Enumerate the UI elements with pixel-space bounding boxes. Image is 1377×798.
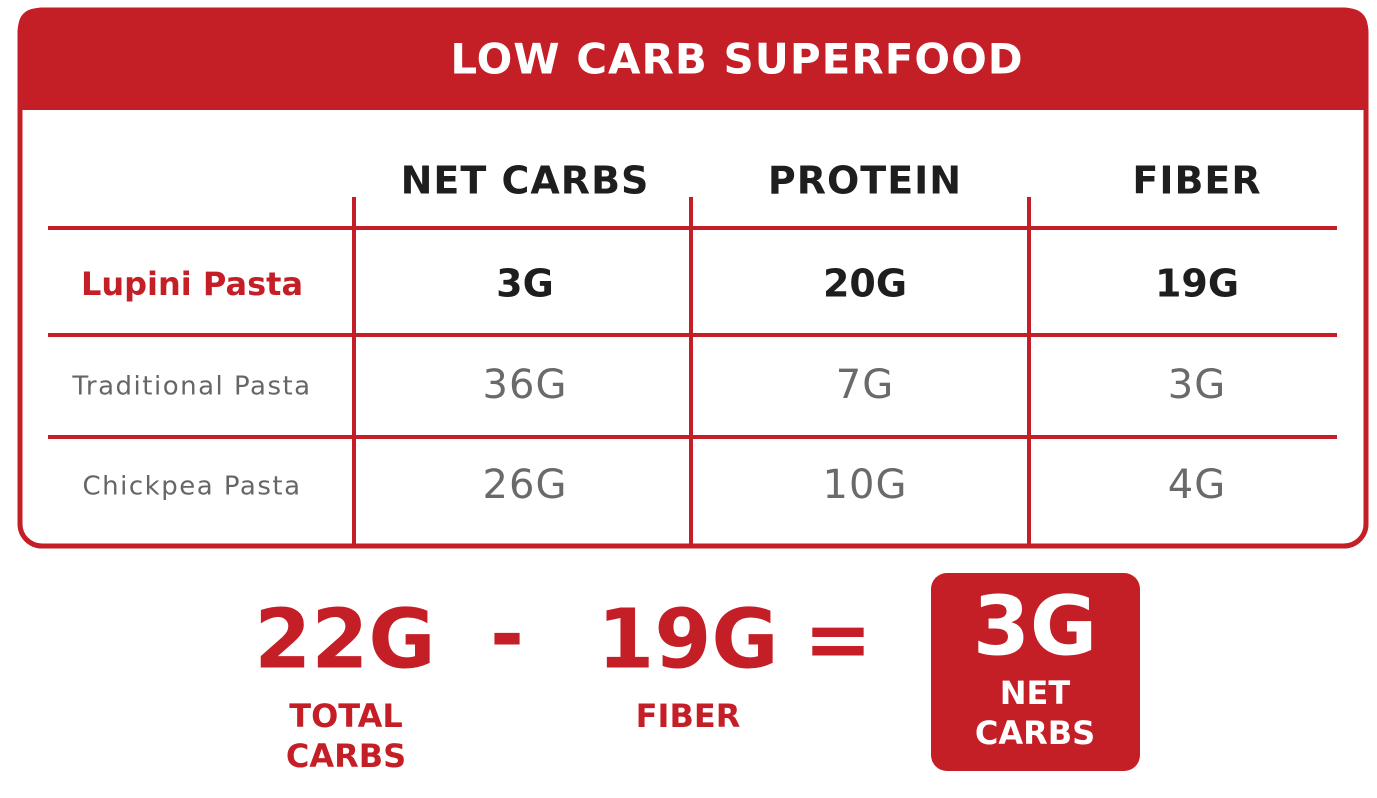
- fiber-value: 19G: [597, 592, 778, 687]
- row-label: Traditional Pasta: [71, 372, 311, 402]
- cell-value: 10G: [823, 462, 908, 508]
- fiber-label: FIBER: [636, 697, 741, 735]
- table: NET CARBS PROTEIN FIBER Lupini Pasta 3G 20G 19…: [71, 159, 1261, 509]
- total-value: 22G: [254, 592, 435, 687]
- cell-value: 3G: [496, 262, 554, 306]
- result-value: 3G: [973, 579, 1097, 674]
- column-header: PROTEIN: [768, 159, 962, 203]
- cell-value: 20G: [823, 262, 907, 306]
- cell-value: 7G: [836, 362, 894, 408]
- cell-value: 26G: [483, 462, 568, 508]
- column-header: NET CARBS: [401, 159, 650, 203]
- grid: [48, 197, 1337, 546]
- column-header: FIBER: [1132, 159, 1261, 203]
- result-box: [931, 573, 1140, 771]
- minus-sign: -: [490, 587, 524, 682]
- cell-value: 36G: [483, 362, 568, 408]
- cell-value: 19G: [1155, 262, 1239, 306]
- total-label: TOTAL: [289, 697, 403, 735]
- row-label: Chickpea Pasta: [82, 472, 301, 502]
- equals-sign: =: [804, 592, 873, 687]
- result-label: NET: [1000, 674, 1071, 712]
- result-label: CARBS: [975, 714, 1095, 752]
- cell-value: 4G: [1168, 462, 1226, 508]
- cell-value: 3G: [1168, 362, 1226, 408]
- row-label: Lupini Pasta: [81, 265, 303, 303]
- header-band: [18, 8, 1368, 110]
- title: LOW CARB SUPERFOOD: [450, 35, 1023, 84]
- total-label: CARBS: [286, 737, 406, 775]
